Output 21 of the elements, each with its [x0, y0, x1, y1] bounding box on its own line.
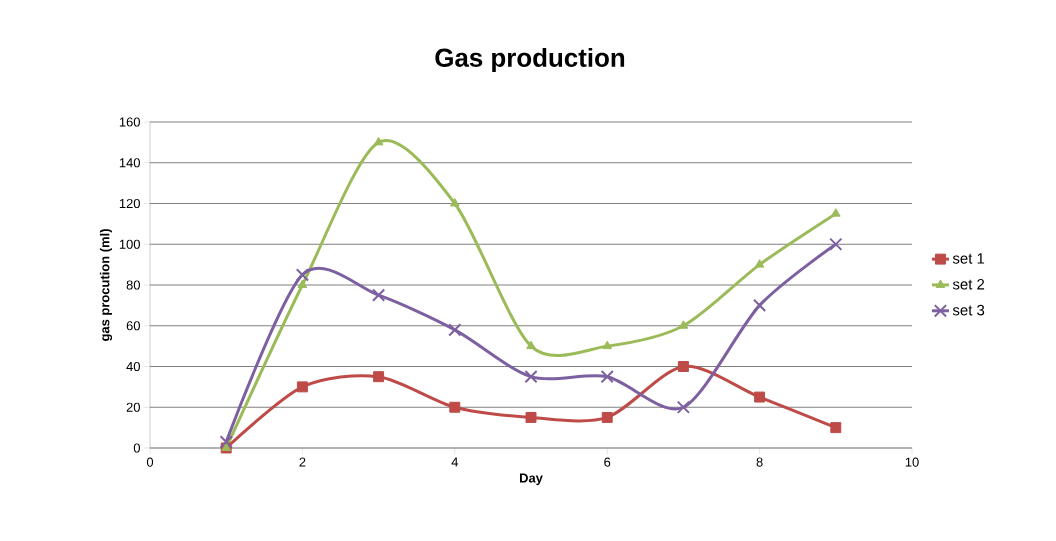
y-tick-label: 120 [119, 198, 140, 209]
legend-label: set 1 [952, 253, 985, 264]
y-tick-label: 140 [119, 158, 140, 168]
x-tick-label: 10 [905, 457, 919, 467]
y-tick-label: 40 [126, 361, 140, 372]
x-tick-label: 8 [756, 457, 763, 467]
y-tick-label: 100 [119, 239, 140, 249]
legend-label: set 2 [952, 278, 985, 290]
chart-title: Gas production [435, 47, 625, 73]
x-tick-label: 0 [146, 457, 154, 467]
y-tick-label: 160 [119, 117, 140, 127]
y-tick-label: 80 [126, 280, 140, 290]
legend-label: set 3 [952, 304, 985, 316]
x-axis-title: Day [519, 473, 543, 486]
x-tick-label: 6 [604, 457, 611, 467]
y-tick-label: 60 [126, 321, 140, 331]
y-tick-label: 20 [126, 402, 140, 412]
x-tick-label: 2 [299, 457, 306, 467]
x-tick-label: 4 [451, 457, 459, 467]
y-tick-label: 0 [133, 443, 140, 453]
y-axis-title: gas procution (ml) [99, 229, 113, 341]
